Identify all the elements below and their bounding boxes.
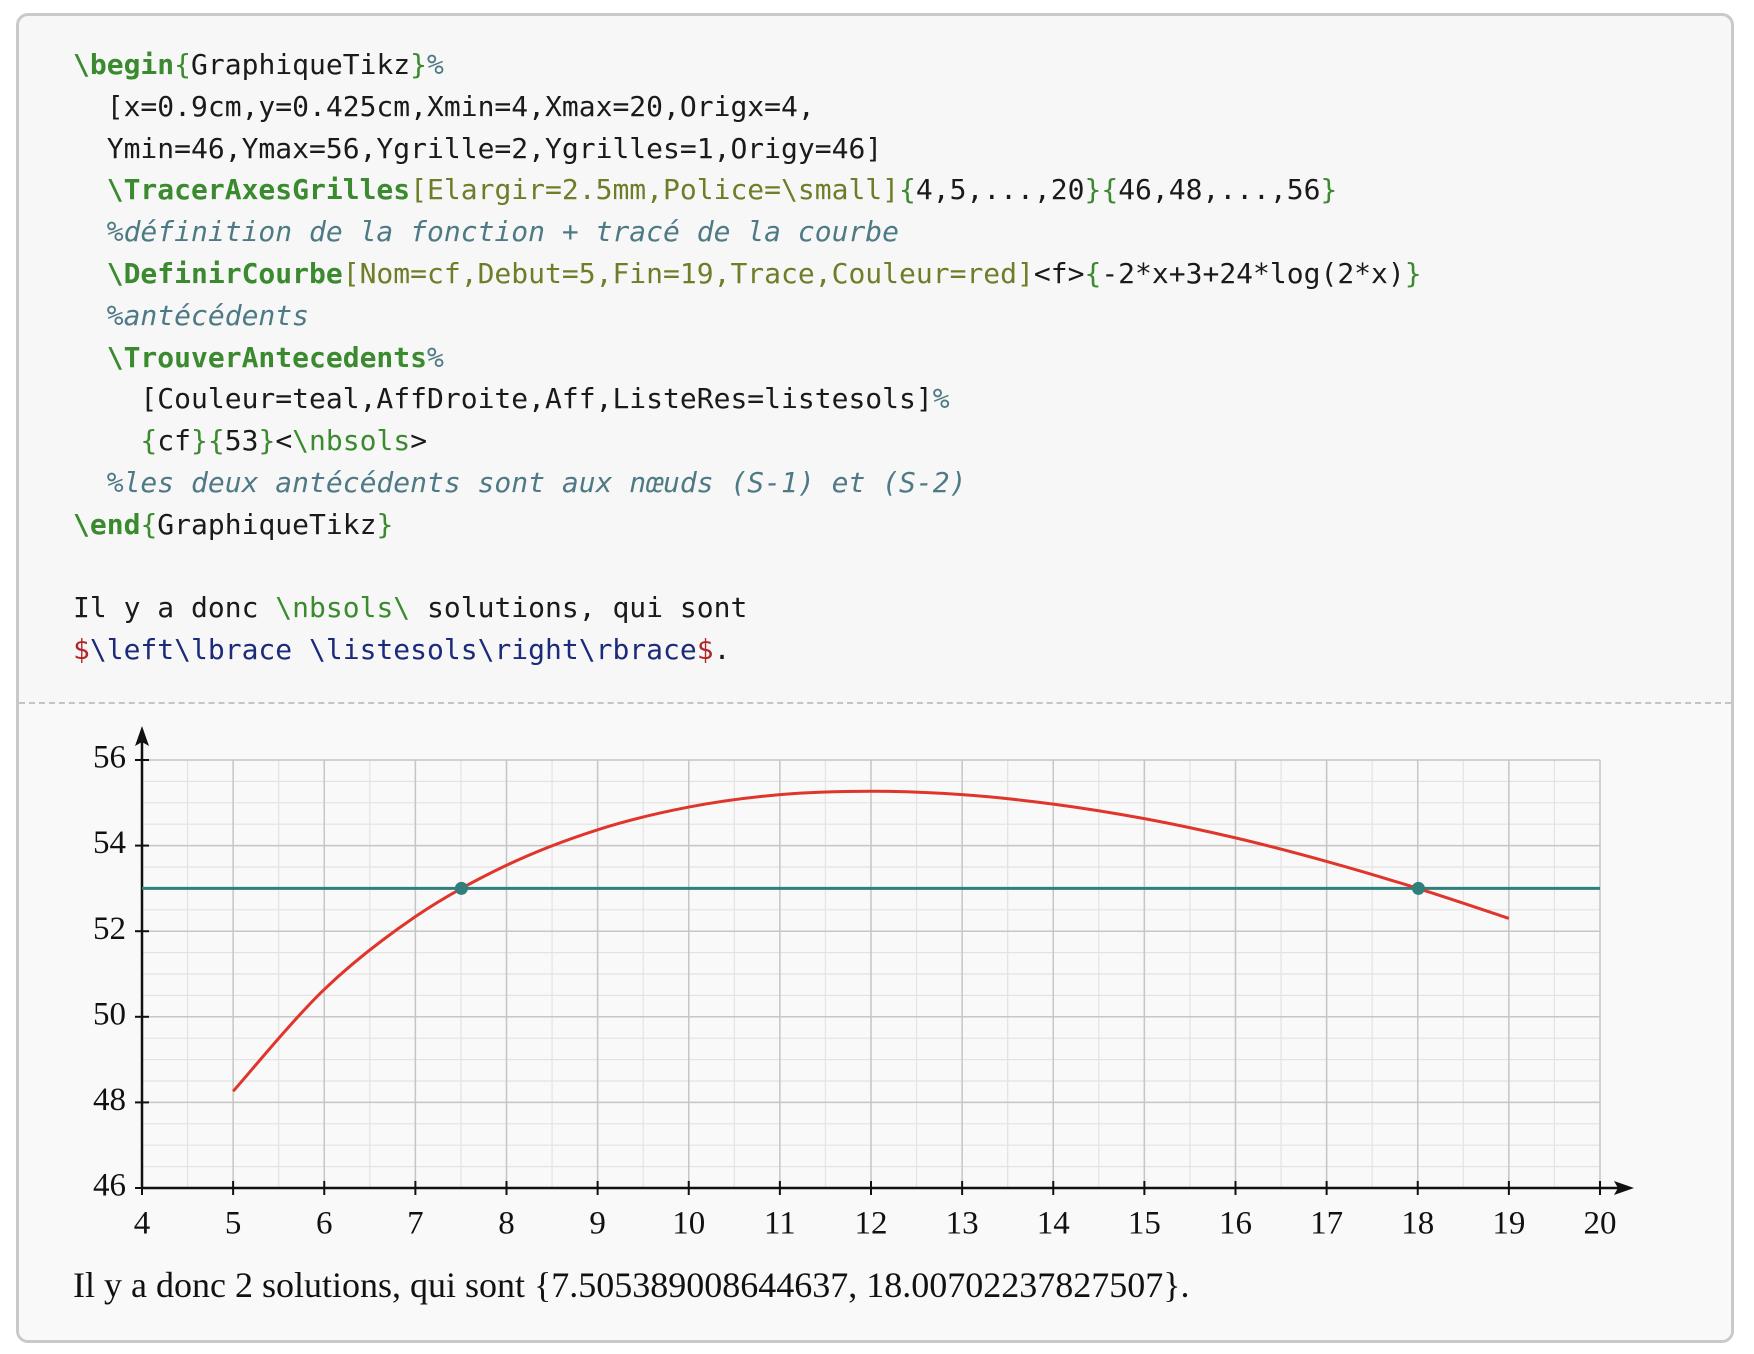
y-tick-label: 56 — [93, 740, 126, 776]
code-line: [x=0.9cm,y=0.425cm,Xmin=4,Xmax=20,Origx=… — [73, 86, 1422, 128]
code-token: > — [410, 424, 428, 458]
x-tick-label: 18 — [1401, 1206, 1434, 1242]
y-tick-label: 46 — [93, 1168, 126, 1204]
x-tick-label: 8 — [498, 1206, 515, 1242]
code-token: }{ — [1084, 173, 1119, 207]
x-tick-label: 4 — [134, 1206, 151, 1242]
code-line: Ymin=46,Ymax=56,Ygrille=2,Ygrilles=1,Ori… — [73, 128, 1422, 170]
code-line: \TracerAxesGrilles[Elargir=2.5mm,Police=… — [73, 169, 1422, 211]
code-token: { — [73, 424, 158, 458]
code-listing: \begin{GraphiqueTikz}% [x=0.9cm,y=0.425c… — [73, 44, 1422, 671]
x-tick-label: 6 — [316, 1206, 333, 1242]
code-token: solutions, qui sont — [410, 591, 748, 625]
solution-point — [454, 881, 468, 895]
x-tick-label: 12 — [855, 1206, 888, 1242]
x-tick-label: 19 — [1492, 1206, 1525, 1242]
code-line: %les deux antécédents sont aux nœuds (S-… — [73, 462, 1422, 504]
code-token: 53 — [224, 424, 259, 458]
code-line: Il y a donc \nbsols\ solutions, qui sont — [73, 587, 1422, 629]
code-token: \left\lbrace \listesols\right\rbrace — [89, 633, 697, 667]
x-tick-label: 17 — [1310, 1206, 1343, 1242]
code-token: \begin — [73, 48, 175, 81]
y-tick-label: 50 — [93, 996, 126, 1032]
code-token: % — [427, 340, 444, 374]
code-token: \end — [73, 507, 141, 541]
code-token: \nbsols\ — [275, 591, 411, 625]
code-line: %antécédents — [73, 295, 1422, 337]
code-token: GraphiqueTikz — [157, 507, 377, 541]
code-token: } — [258, 424, 276, 458]
code-line: %définition de la fonction + tracé de la… — [73, 211, 1422, 253]
code-line: $\left\lbrace \listesols\right\rbrace$. — [73, 629, 1422, 671]
code-token: } — [376, 507, 394, 541]
code-token: $ — [73, 633, 90, 667]
code-token: \TrouverAntecedents — [73, 340, 428, 374]
code-token: }{ — [191, 424, 225, 458]
code-line: \begin{GraphiqueTikz}% — [73, 44, 1422, 86]
y-tick-label: 52 — [93, 911, 126, 947]
code-token: { — [174, 48, 192, 81]
x-tick-label: 11 — [764, 1206, 796, 1242]
x-tick-label: 13 — [946, 1206, 979, 1242]
code-token: $ — [696, 633, 714, 667]
code-token: %les deux antécédents sont aux nœuds (S-… — [73, 465, 967, 499]
y-axis-arrow — [135, 726, 149, 746]
code-token: { — [140, 507, 158, 541]
x-tick-label: 5 — [225, 1206, 242, 1242]
code-line: \end{GraphiqueTikz} — [73, 504, 1422, 546]
code-line — [73, 546, 1422, 588]
code-token: \TracerAxesGrilles — [73, 173, 411, 207]
code-token: [Elargir=2.5mm,Police=\small] — [410, 173, 900, 207]
code-token: { — [1084, 256, 1102, 290]
code-token: [Couleur=teal,AffDroite,Aff,ListeRes=lis… — [73, 382, 933, 416]
code-token: cf — [157, 424, 192, 458]
x-tick-label: 20 — [1584, 1206, 1617, 1242]
y-tick-label: 54 — [93, 825, 126, 861]
x-axis-arrow — [1614, 1181, 1634, 1195]
code-token: -2*x+3+24*log(2*x) — [1101, 256, 1405, 290]
result-text: Il y a donc 2 solutions, qui sont {7.505… — [73, 1265, 1190, 1305]
code-token: < — [275, 424, 293, 458]
x-tick-label: 7 — [407, 1206, 424, 1242]
code-token: Ymin=46,Ymax=56,Ygrille=2,Ygrilles=1,Ori… — [73, 131, 883, 165]
code-token: <f> — [1033, 256, 1085, 290]
x-tick-label: 16 — [1219, 1206, 1252, 1242]
code-token: [x=0.9cm,y=0.425cm,Xmin=4,Xmax=20,Origx=… — [73, 89, 815, 123]
x-tick-label: 10 — [672, 1206, 705, 1242]
code-token: % — [427, 48, 444, 81]
code-token: [Nom=cf,Debut=5,Fin=19,Trace,Couleur=red… — [342, 256, 1034, 290]
code-token: 46,48,...,56 — [1118, 173, 1321, 207]
code-line: {cf}{53}<\nbsols> — [73, 420, 1422, 462]
code-token: \DefinirCourbe — [73, 256, 343, 290]
code-token: \nbsols — [292, 424, 411, 458]
code-token: } — [1404, 256, 1422, 290]
code-token: . — [713, 633, 731, 667]
code-token: %antécédents — [73, 298, 310, 332]
example-box: \begin{GraphiqueTikz}% [x=0.9cm,y=0.425c… — [16, 13, 1734, 1343]
code-token: 4,5,...,20 — [915, 173, 1085, 207]
output-area: 4 5 6 7 8 9 10 11 12 13 14 15 16 17 18 19 20 46 48 50 52 54 56 — [19, 704, 1731, 1340]
code-token: { — [899, 173, 916, 207]
code-line: \TrouverAntecedents% — [73, 337, 1422, 379]
x-tick-label: 14 — [1037, 1206, 1070, 1242]
code-token: % — [932, 382, 950, 416]
code-token: Il y a donc — [73, 591, 276, 625]
code-token: GraphiqueTikz — [191, 48, 411, 81]
solution-point — [1411, 881, 1425, 895]
x-tick-label: 15 — [1128, 1206, 1161, 1242]
x-tick-label: 9 — [589, 1206, 606, 1242]
separator — [19, 702, 1731, 704]
code-token: } — [1320, 173, 1338, 207]
y-tick-label: 48 — [93, 1082, 126, 1118]
code-line: \DefinirCourbe[Nom=cf,Debut=5,Fin=19,Tra… — [73, 253, 1422, 295]
code-token: } — [410, 48, 428, 81]
curve — [232, 789, 1510, 1093]
code-token: %définition de la fonction + tracé de la… — [73, 215, 900, 249]
code-line: [Couleur=teal,AffDroite,Aff,ListeRes=lis… — [73, 378, 1422, 420]
